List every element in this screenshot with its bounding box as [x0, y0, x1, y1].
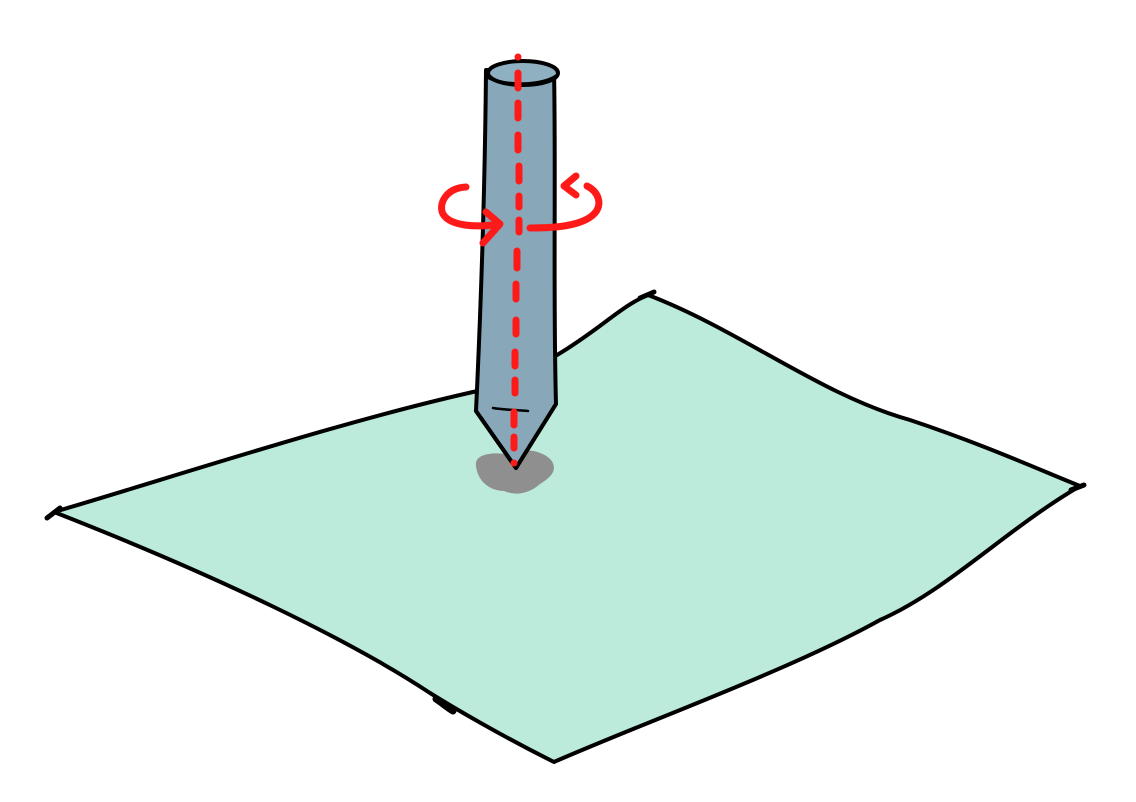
- rotation-arrow: [438, 172, 603, 247]
- rotation-arrow-right-head: [560, 172, 580, 199]
- rotation-axis: [510, 53, 523, 467]
- pen-tip: [474, 402, 558, 470]
- rotation-arrow-left-head: [479, 208, 504, 247]
- pen-cap-rim: [487, 74, 558, 86]
- surface-corner-tick-right: [1068, 482, 1087, 493]
- contact-shadow: [475, 450, 554, 494]
- surface-edge-tick-bottom: [432, 695, 457, 715]
- rotation-arrow-left-loop: [438, 183, 503, 230]
- rotation-axis-dot: [514, 53, 522, 61]
- surface-plane: [52, 293, 1082, 764]
- rotation-axis-dot: [510, 459, 518, 467]
- surface-corner-tick-top: [637, 289, 657, 301]
- surface-corner-tick-left: [44, 505, 63, 521]
- rotation-arrow-right-loop: [526, 182, 603, 232]
